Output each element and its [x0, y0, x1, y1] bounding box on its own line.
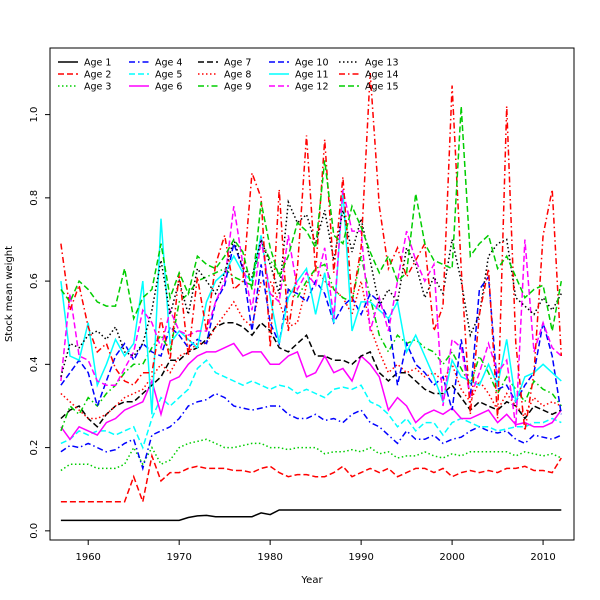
legend-label: Age 11: [295, 70, 328, 81]
x-tick-label: 2010: [530, 552, 555, 563]
legend-label: Age 12: [295, 82, 328, 93]
legend-label: Age 15: [365, 82, 398, 93]
y-axis-label: Stock mean weight: [4, 246, 15, 342]
y-tick-label: 1.0: [29, 107, 40, 123]
series-line-3: [60, 438, 562, 472]
series-line-14: [60, 72, 563, 432]
legend-label: Age 9: [224, 82, 251, 93]
legend-label: Age 4: [155, 58, 182, 69]
legend-label: Age 13: [365, 58, 398, 69]
legend-label: Age 3: [84, 82, 111, 93]
legend-label: Age 10: [295, 58, 328, 69]
legend-label: Age 14: [365, 70, 398, 81]
x-tick-label: 1970: [166, 552, 191, 563]
x-tick-label: 1990: [348, 552, 373, 563]
series-line-7: [60, 321, 562, 428]
legend-label: Age 7: [224, 58, 251, 69]
x-axis-label: Year: [300, 575, 323, 586]
legend-label: Age 6: [155, 82, 182, 93]
legend-label: Age 8: [224, 70, 251, 81]
x-tick-label: 1980: [257, 552, 282, 563]
y-tick-label: 0.8: [29, 190, 40, 206]
x-tick-label: 2000: [439, 552, 464, 563]
series-line-4: [60, 392, 562, 472]
series-line-6: [60, 342, 562, 441]
y-tick-label: 0.0: [29, 523, 40, 539]
x-axis: 1960 1970 1980 1990 2000 2010: [75, 540, 556, 563]
y-tick-label: 0.4: [29, 356, 40, 372]
series-line-13: [60, 199, 562, 377]
x-tick-label: 1960: [75, 552, 100, 563]
series-line-2: [60, 453, 562, 505]
series-layer: [60, 72, 563, 522]
legend-label: Age 1: [84, 58, 111, 69]
series-line-1: [60, 509, 562, 522]
series-line-11: [60, 189, 562, 415]
series-line-12: [60, 189, 562, 427]
y-tick-label: 0.2: [29, 440, 40, 456]
y-axis: 0.0 0.2 0.4 0.6 0.8 1.0: [29, 107, 50, 539]
series-line-9: [60, 237, 562, 432]
plot-frame: [49, 47, 575, 541]
series-line-15: [60, 106, 563, 332]
legend-label: Age 2: [84, 70, 111, 81]
legend-label: Age 5: [155, 70, 182, 81]
series-line-5: [60, 359, 562, 450]
y-tick-label: 0.6: [29, 273, 40, 289]
